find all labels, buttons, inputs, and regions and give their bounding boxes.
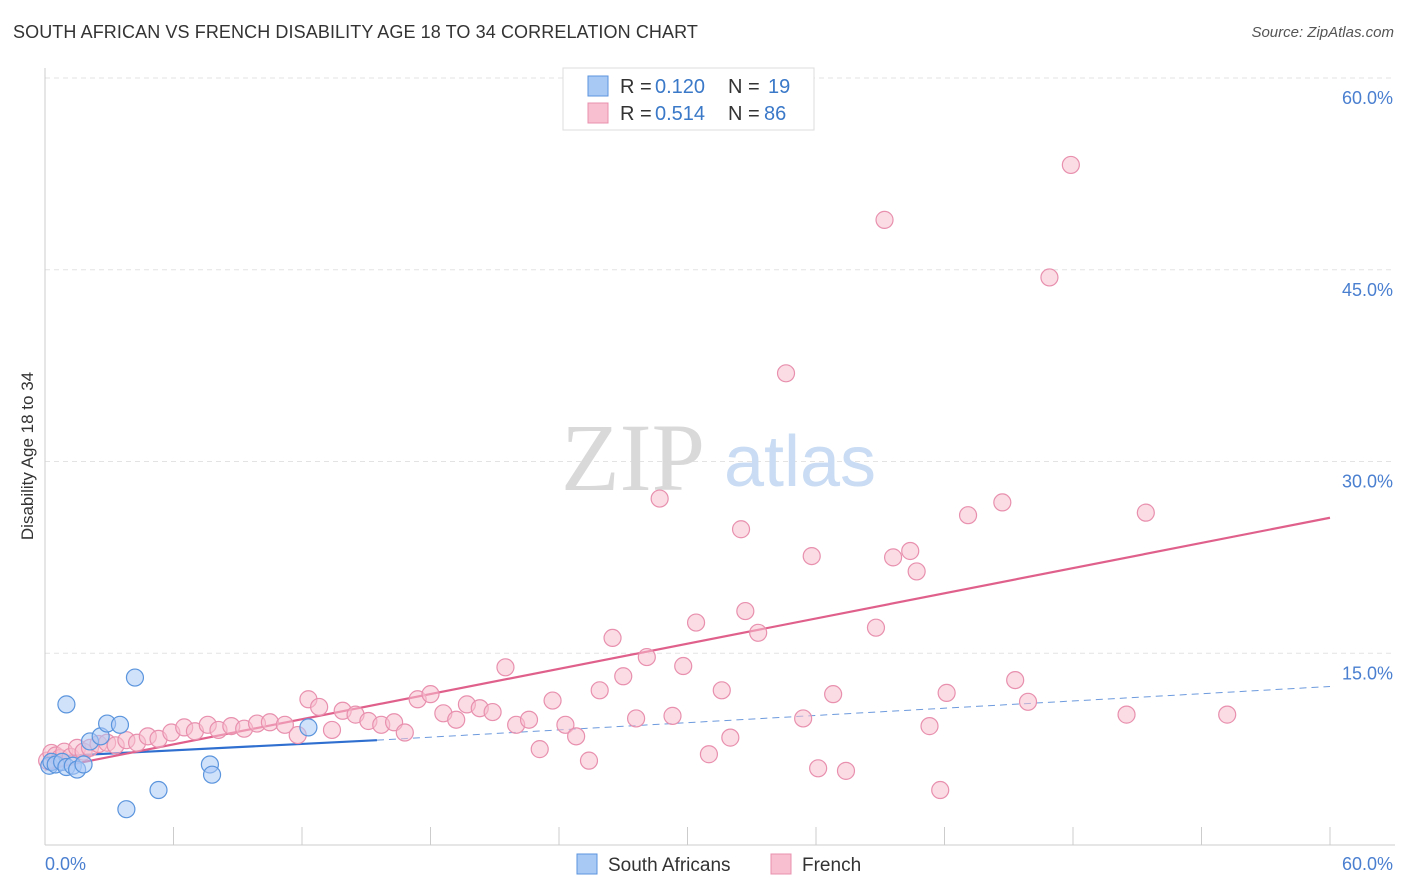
point-south-africans-11 bbox=[110, 715, 130, 734]
point-french-57 bbox=[663, 706, 682, 725]
point-french-77 bbox=[920, 717, 939, 736]
legend-n-label-1: N = bbox=[728, 76, 760, 98]
point-french-76 bbox=[907, 562, 926, 581]
point-french-64 bbox=[736, 601, 755, 621]
point-south-africans-12 bbox=[125, 668, 145, 687]
y-axis-label: Disability Age 18 to 34 bbox=[18, 372, 37, 540]
point-french-52 bbox=[603, 628, 622, 648]
point-french-80 bbox=[958, 506, 978, 525]
watermark: ZIP atlas bbox=[561, 404, 876, 511]
point-french-83 bbox=[1018, 692, 1038, 711]
point-french-70 bbox=[824, 685, 843, 704]
point-french-25 bbox=[275, 715, 294, 734]
trend-south-africans-extension bbox=[376, 685, 1331, 741]
point-french-86 bbox=[1117, 705, 1136, 724]
point-french-59 bbox=[686, 613, 706, 632]
legend-swatch-south-africans bbox=[587, 75, 609, 97]
bottom-legend-swatch-french bbox=[770, 853, 792, 875]
point-french-29 bbox=[322, 720, 342, 740]
stats-legend: R = 0.120 N = 19 R = 0.514 N = 86 bbox=[562, 67, 815, 131]
point-french-48 bbox=[556, 715, 575, 734]
point-south-africans-17 bbox=[117, 800, 136, 819]
point-french-69 bbox=[809, 759, 828, 778]
chart-title: SOUTH AFRICAN VS FRENCH DISABILITY AGE 1… bbox=[13, 22, 698, 42]
y-tick-label-2: 45.0% bbox=[1342, 280, 1393, 300]
y-tick-label-1: 30.0% bbox=[1342, 472, 1393, 492]
point-french-58 bbox=[674, 656, 693, 676]
point-french-87 bbox=[1136, 503, 1155, 522]
point-french-45 bbox=[519, 710, 539, 729]
legend-n-value-french: 86 bbox=[764, 103, 786, 125]
point-french-75 bbox=[901, 541, 920, 561]
point-french-47 bbox=[543, 691, 562, 710]
point-french-39 bbox=[447, 710, 466, 729]
point-french-56 bbox=[650, 489, 669, 508]
point-french-67 bbox=[794, 709, 813, 728]
point-french-24 bbox=[260, 713, 279, 732]
point-french-61 bbox=[712, 681, 731, 700]
legend-r-value-south-africans: 0.120 bbox=[655, 76, 705, 98]
point-french-42 bbox=[483, 702, 502, 722]
point-french-49 bbox=[567, 727, 586, 746]
point-french-84 bbox=[1040, 268, 1059, 287]
point-french-73 bbox=[875, 210, 894, 229]
axes bbox=[44, 68, 1395, 846]
point-french-72 bbox=[866, 618, 886, 637]
point-french-78 bbox=[931, 780, 950, 800]
point-french-85 bbox=[1061, 155, 1080, 175]
point-french-43 bbox=[496, 658, 515, 677]
data-points bbox=[38, 155, 1237, 819]
point-french-53 bbox=[614, 667, 633, 686]
point-south-africans-15 bbox=[202, 765, 222, 784]
point-french-74 bbox=[883, 548, 903, 567]
legend-r-label-2: R = bbox=[620, 103, 652, 125]
point-french-81 bbox=[993, 493, 1012, 512]
bottom-legend-south-africans: South Africans bbox=[608, 855, 731, 876]
point-south-africans-7 bbox=[74, 755, 93, 774]
point-french-66 bbox=[776, 364, 796, 383]
point-french-55 bbox=[637, 647, 656, 667]
legend-swatch-french bbox=[587, 102, 609, 124]
x-tick-label-1: 60.0% bbox=[1342, 854, 1393, 874]
tick-labels: 15.0% 30.0% 45.0% 60.0% 0.0% 60.0% bbox=[45, 88, 1393, 874]
point-french-82 bbox=[1006, 670, 1025, 690]
point-french-28 bbox=[310, 697, 329, 717]
series-legend: South Africans French bbox=[576, 853, 861, 876]
point-french-46 bbox=[530, 740, 549, 759]
bottom-legend-swatch-south-africans bbox=[576, 853, 598, 875]
point-south-africans-16 bbox=[299, 718, 318, 737]
x-tick-label-0: 0.0% bbox=[45, 854, 86, 874]
point-french-50 bbox=[579, 751, 599, 770]
point-french-79 bbox=[937, 683, 956, 702]
point-south-africans-13 bbox=[149, 780, 168, 800]
point-french-51 bbox=[590, 681, 609, 700]
point-french-60 bbox=[699, 745, 719, 764]
point-south-africans-18 bbox=[57, 695, 76, 714]
point-french-37 bbox=[421, 685, 440, 704]
watermark-atlas: atlas bbox=[724, 422, 876, 502]
legend-r-value-french: 0.514 bbox=[655, 103, 705, 125]
point-french-68 bbox=[802, 546, 821, 566]
point-french-71 bbox=[836, 761, 856, 780]
point-french-54 bbox=[626, 709, 646, 728]
legend-r-label-1: R = bbox=[620, 76, 652, 98]
point-french-35 bbox=[395, 723, 414, 742]
point-french-62 bbox=[721, 728, 740, 747]
trend-south-africans bbox=[44, 739, 378, 758]
point-french-88 bbox=[1218, 705, 1237, 724]
grid-lines bbox=[45, 77, 1395, 654]
y-tick-label-0: 15.0% bbox=[1342, 663, 1393, 683]
point-french-65 bbox=[749, 623, 768, 642]
legend-n-label-2: N = bbox=[728, 103, 760, 125]
legend-n-value-south-africans: 19 bbox=[768, 76, 790, 98]
bottom-legend-french: French bbox=[802, 855, 861, 876]
source-label: Source: ZipAtlas.com bbox=[1251, 24, 1394, 41]
point-french-63 bbox=[731, 520, 751, 539]
y-tick-label-3: 60.0% bbox=[1342, 88, 1393, 108]
watermark-zip: ZIP bbox=[561, 404, 705, 511]
